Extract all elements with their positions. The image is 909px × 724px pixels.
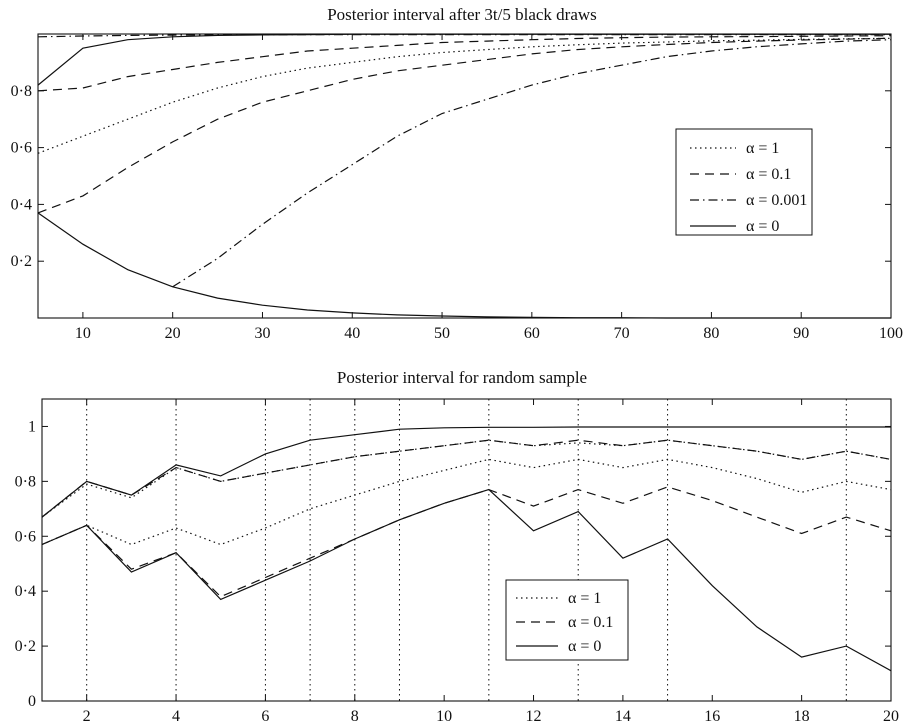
top-legend-box	[675, 128, 813, 236]
bottom-y-tick-label: 1	[28, 418, 36, 435]
bottom-legend-label-3: α = 0	[568, 638, 601, 655]
bottom-series-line-3	[41, 439, 892, 518]
bottom-chart: 2 4 6 8 10 12 14 16 18 20 0 0·2 0·4 0·6 0·8 1	[15, 398, 899, 724]
bottom-y-tick-label: 0·4	[15, 583, 36, 600]
top-series-line-2	[37, 35, 892, 92]
top-x-tick-label: 30	[254, 325, 270, 342]
top-series-line-6	[37, 33, 891, 86]
bottom-x-tick-label: 8	[351, 708, 359, 724]
top-y-tick-label: 0·6	[11, 140, 32, 157]
top-x-tick-label: 40	[344, 325, 360, 342]
top-legend-label-3: α = 0.001	[746, 192, 807, 209]
bottom-x-tick-label: 12	[526, 708, 542, 724]
top-chart: 10 20 30 40 50 60 70 80 90 100 0·2 0·4 0·6 0·8	[11, 33, 903, 342]
top-chart-title: Posterior interval after 3t/5 black draw…	[327, 5, 597, 24]
top-x-tick-label: 20	[165, 325, 181, 342]
bottom-y-tick-label: 0·8	[15, 473, 36, 490]
bottom-legend: α = 1 α = 0.1 α = 0	[505, 579, 629, 661]
top-legend: α = 1 α = 0.1 α = 0.001 α = 0	[675, 128, 813, 236]
bottom-y-tick-label: 0·6	[15, 528, 36, 545]
top-x-tick-label: 50	[434, 325, 450, 342]
bottom-chart-frame	[41, 398, 892, 702]
bottom-y-tick-label: 0	[28, 693, 36, 710]
bottom-x-tick-label: 14	[615, 708, 631, 724]
top-x-tick-label: 80	[703, 325, 719, 342]
top-series-line-4	[172, 39, 892, 288]
top-y-tick-label: 0·2	[11, 253, 32, 270]
top-series-line-7	[37, 212, 891, 319]
top-series-line-1	[37, 37, 892, 154]
bottom-series-line-4	[41, 486, 892, 598]
top-legend-label-1: α = 1	[746, 140, 779, 157]
bottom-series-line-5	[41, 426, 891, 518]
bottom-x-tick-label: 20	[883, 708, 899, 724]
bottom-legend-label-1: α = 1	[568, 590, 601, 607]
bottom-x-tick-label: 2	[83, 708, 91, 724]
top-y-tick-label: 0·4	[11, 196, 32, 213]
top-legend-label-4: α = 0	[746, 218, 779, 235]
bottom-legend-box	[505, 579, 629, 661]
bottom-legend-label-2: α = 0.1	[568, 614, 613, 631]
bottom-x-tick-label: 18	[794, 708, 810, 724]
bottom-series-line-2	[41, 458, 892, 546]
top-x-tick-label: 60	[524, 325, 540, 342]
bottom-x-tick-label: 16	[704, 708, 720, 724]
top-series-line-3	[37, 37, 892, 214]
top-x-tick-label: 90	[793, 325, 809, 342]
bottom-x-tick-label: 4	[172, 708, 180, 724]
top-y-tick-label: 0·8	[11, 83, 32, 100]
bottom-series-line-6	[41, 488, 892, 672]
bottom-chart-title: Posterior interval for random sample	[337, 368, 587, 387]
top-x-tick-label: 70	[614, 325, 630, 342]
top-x-tick-label: 10	[75, 325, 91, 342]
bottom-x-tick-label: 10	[436, 708, 452, 724]
top-x-tick-label: 100	[879, 325, 903, 342]
top-legend-label-2: α = 0.1	[746, 166, 791, 183]
bottom-y-tick-label: 0·2	[15, 638, 36, 655]
bottom-x-tick-label: 6	[261, 708, 269, 724]
bottom-series-line-1	[41, 439, 892, 518]
